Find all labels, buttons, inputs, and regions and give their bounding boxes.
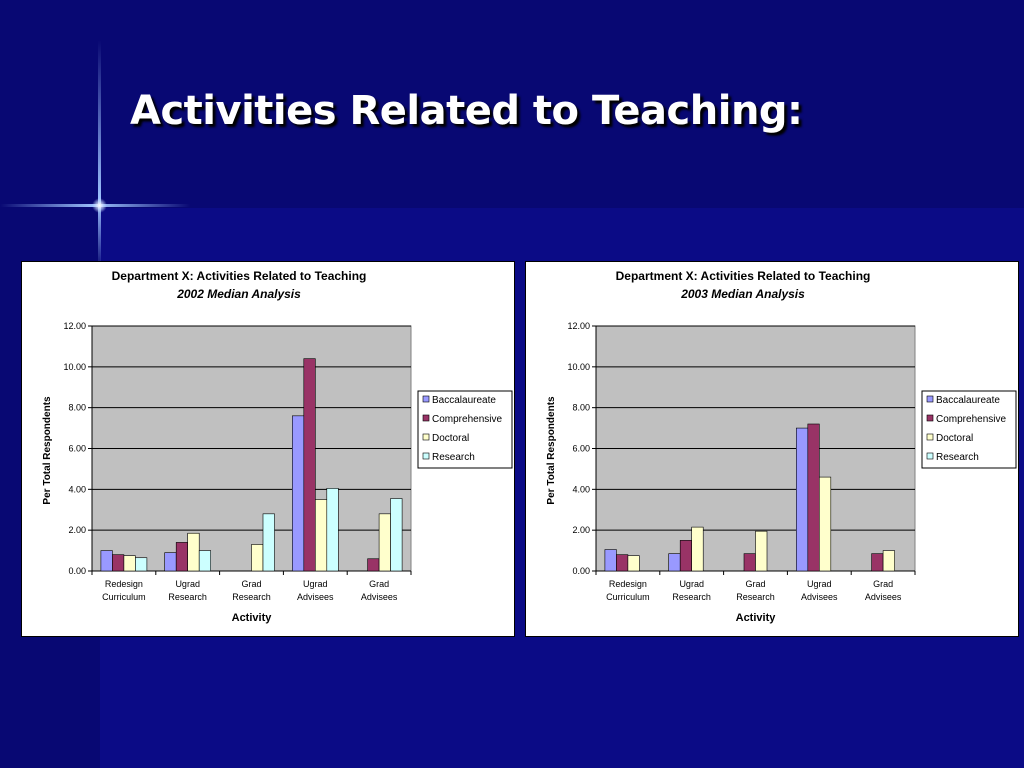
legend-swatch [422, 433, 430, 441]
y-tick-label: 12.00 [63, 321, 86, 331]
bar [262, 513, 275, 572]
y-tick-label: 0.00 [572, 566, 590, 576]
bar [314, 499, 328, 572]
x-tick-label: Advisees [297, 592, 334, 602]
bar [743, 553, 756, 572]
bar [291, 415, 305, 572]
legend-label: Doctoral [432, 433, 469, 444]
x-tick-label: Curriculum [102, 592, 146, 602]
y-tick-label: 6.00 [572, 444, 590, 454]
chart-title: Department X: Activities Related to Teac… [112, 269, 367, 283]
x-tick-label: Redesign [105, 579, 143, 589]
bar [390, 498, 403, 572]
legend-box [921, 390, 1017, 469]
y-tick-label: 4.00 [68, 484, 86, 494]
bar [616, 554, 629, 572]
y-tick-label: 6.00 [68, 444, 86, 454]
y-tick-label: 10.00 [63, 362, 86, 372]
x-tick-label: Ugrad [175, 579, 200, 589]
bar [303, 358, 316, 572]
chart-title: Department X: Activities Related to Teac… [616, 269, 871, 283]
y-axis-title: Per Total Respondents [42, 396, 53, 505]
bar [175, 542, 188, 572]
legend-swatch [926, 433, 934, 441]
legend-box [417, 390, 513, 469]
legend-swatch [422, 414, 430, 422]
bar [627, 555, 640, 572]
legend-label: Baccalaureate [432, 395, 496, 406]
bar [326, 488, 339, 572]
bar [100, 550, 113, 572]
x-tick-label: Grad [745, 579, 765, 589]
y-tick-label: 12.00 [567, 321, 590, 331]
bar [164, 552, 177, 572]
light-flare-star-icon [92, 198, 107, 213]
bar [378, 513, 391, 572]
legend-swatch [926, 414, 934, 422]
x-axis-title: Activity [736, 612, 777, 624]
x-tick-label: Ugrad [679, 579, 704, 589]
bar [795, 427, 809, 572]
bar [251, 544, 264, 572]
y-tick-label: 2.00 [68, 525, 86, 535]
slide-title: Activities Related to Teaching: [130, 88, 803, 134]
y-tick-label: 0.00 [68, 566, 86, 576]
legend-label: Research [936, 452, 979, 463]
x-tick-label: Ugrad [807, 579, 832, 589]
chart-2003: Department X: Activities Related to Teac… [546, 269, 1017, 624]
bar [807, 423, 820, 572]
y-tick-label: 2.00 [572, 525, 590, 535]
x-tick-label: Advisees [801, 592, 838, 602]
bar [187, 532, 200, 572]
light-flare-vertical [98, 40, 101, 270]
legend-swatch [926, 395, 934, 403]
x-tick-label: Advisees [361, 592, 398, 602]
bar [604, 549, 617, 572]
bar [198, 550, 211, 572]
y-tick-label: 10.00 [567, 362, 590, 372]
legend-label: Research [432, 452, 475, 463]
x-tick-label: Research [672, 592, 711, 602]
y-axis-title: Per Total Respondents [546, 396, 557, 505]
bar [882, 550, 895, 572]
bar [818, 476, 832, 572]
x-tick-label: Curriculum [606, 592, 650, 602]
y-tick-label: 8.00 [572, 403, 590, 413]
x-axis-title: Activity [232, 612, 273, 624]
bar [367, 558, 380, 572]
x-tick-label: Research [736, 592, 775, 602]
legend-swatch [422, 395, 430, 403]
legend-swatch [422, 452, 430, 460]
x-tick-label: Research [168, 592, 207, 602]
bar [112, 554, 125, 572]
chart-2002: Department X: Activities Related to Teac… [42, 269, 513, 624]
background-top [0, 0, 1024, 208]
bar [135, 557, 148, 572]
bar [691, 526, 704, 572]
bar [679, 540, 692, 572]
chart-subtitle: 2003 Median Analysis [680, 287, 805, 301]
x-tick-label: Grad [873, 579, 893, 589]
x-tick-label: Grad [369, 579, 389, 589]
bar [668, 553, 681, 572]
x-tick-label: Research [232, 592, 271, 602]
x-tick-label: Advisees [865, 592, 902, 602]
x-tick-label: Grad [241, 579, 261, 589]
bar [123, 555, 136, 572]
x-tick-label: Ugrad [303, 579, 328, 589]
legend-swatch [926, 452, 934, 460]
chart-subtitle: 2002 Median Analysis [176, 287, 301, 301]
legend-label: Doctoral [936, 433, 973, 444]
chart-panel-2002: Department X: Activities Related to Teac… [21, 261, 515, 637]
y-tick-label: 4.00 [572, 484, 590, 494]
y-tick-label: 8.00 [68, 403, 86, 413]
legend-label: Baccalaureate [936, 395, 1000, 406]
bar [871, 553, 884, 572]
legend-label: Comprehensive [432, 414, 502, 425]
chart-panel-2003: Department X: Activities Related to Teac… [525, 261, 1019, 637]
x-tick-label: Redesign [609, 579, 647, 589]
legend-label: Comprehensive [936, 414, 1006, 425]
bar [755, 530, 768, 572]
